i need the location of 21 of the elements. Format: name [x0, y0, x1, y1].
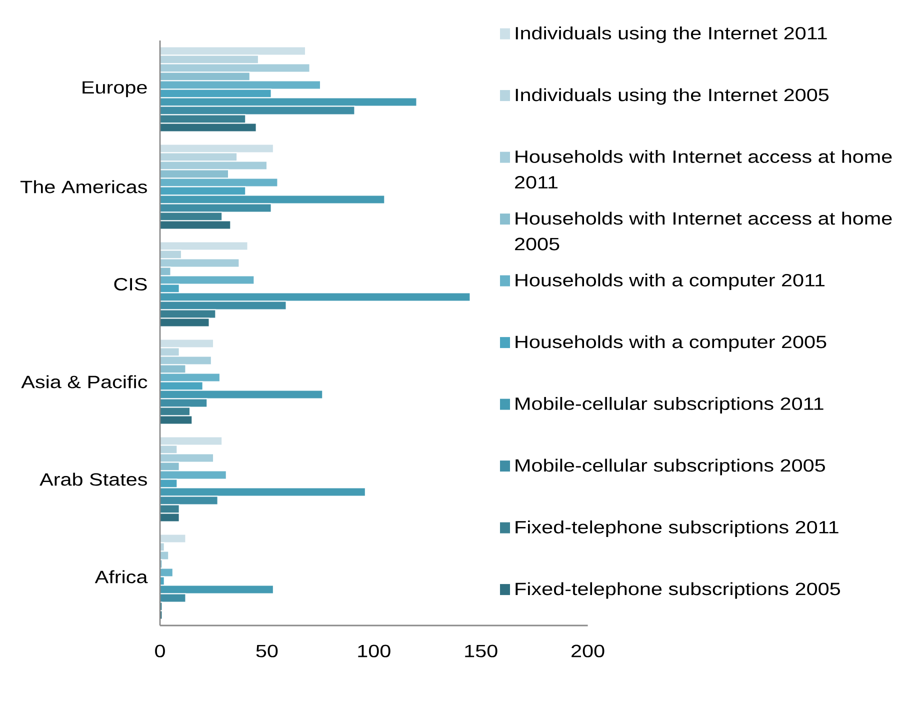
x-tick-label: 150	[465, 644, 498, 658]
legend-label: Mobile-cellular subscriptions 2005	[516, 458, 825, 476]
legend-label: Mobile-cellular subscriptions 2011	[516, 396, 824, 414]
x-tick-label: 0	[155, 644, 165, 658]
y-tick-label: CIS	[114, 278, 147, 291]
legend-label: Households with a computer 2005	[516, 335, 826, 352]
legend-label: Fixed-telephone subscriptions 2011	[516, 520, 838, 537]
legend-label: Households with Internet access at home 2011	[515, 150, 892, 189]
y-tick-label: Arab States	[40, 472, 147, 486]
x-tick-label: 200	[572, 644, 604, 658]
x-tick-label: 50	[256, 644, 278, 658]
y-tick-label: Africa	[94, 570, 148, 584]
legend-label: Individuals using the Internet 2005	[516, 88, 829, 105]
legend-label: Households with Internet access at home 2005	[515, 212, 892, 250]
legend-label: Households with a computer 2011	[516, 273, 825, 290]
legend-label: Individuals using the Internet 2011	[516, 26, 827, 43]
y-tick-label: Europe	[82, 81, 147, 98]
x-tick-label: 100	[358, 644, 390, 658]
y-tick-label: Asia & Pacific	[21, 375, 148, 388]
legend-label: Fixed-telephone subscriptions 2005	[516, 582, 840, 599]
y-tick-label: The Americas	[20, 180, 147, 194]
